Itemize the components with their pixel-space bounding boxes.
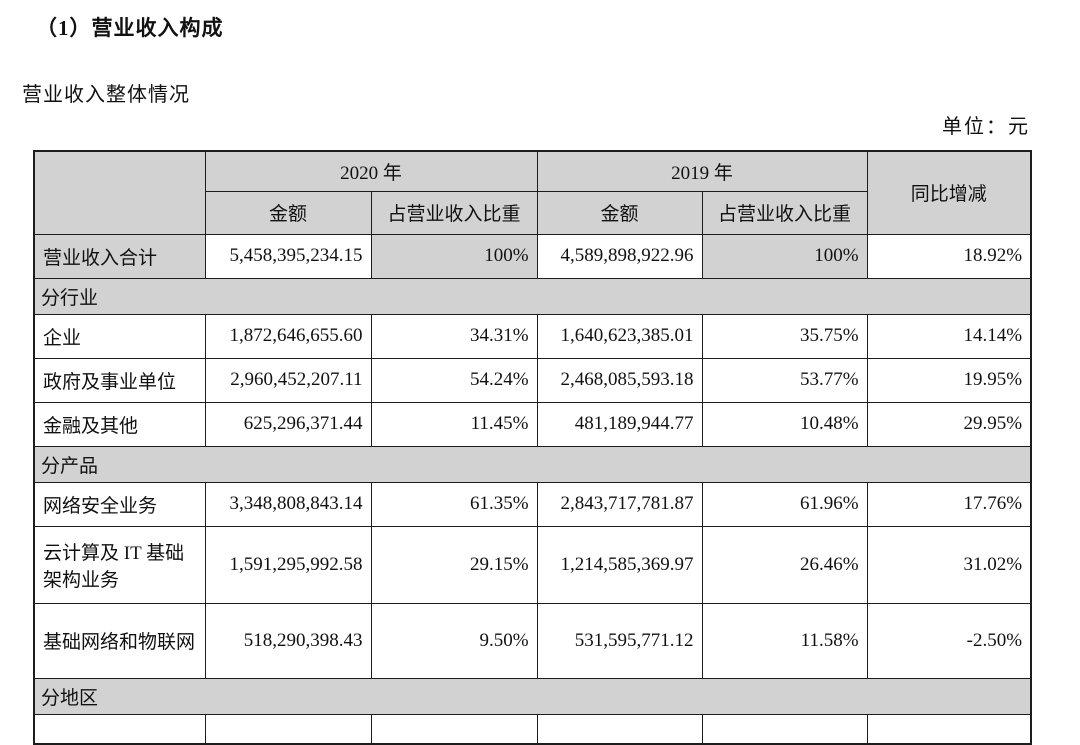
section-row-label: 分地区: [33, 677, 1032, 715]
proportion-2020-cell: 54.24%: [370, 357, 538, 403]
proportion-2019-cell: 61.96%: [701, 481, 868, 527]
revenue-table-body: 营业收入合计 5,458,395,234.15 100% 4,589,898,922.…: [33, 233, 1032, 745]
amount-2020-cell: 2,960,452,207.11: [204, 357, 372, 403]
proportion-2019-cell: 11.58%: [701, 602, 868, 679]
proportion-2020-header: 占营业收入比重: [370, 190, 538, 235]
yoy-cell: 14.14%: [866, 313, 1032, 359]
amount-2020-cell: 1,591,295,992.58: [204, 525, 372, 604]
table-row: 网络安全业务 3,348,808,843.14 61.35% 2,843,717,78…: [33, 481, 1032, 527]
table-row: 企业 1,872,646,655.60 34.31% 1,640,623,385.01…: [33, 313, 1032, 359]
section-subtitle: 营业收入整体情况: [22, 84, 190, 106]
page-title: （1）营业收入构成: [36, 16, 224, 40]
amount-2020-cell: 3,348,808,843.14: [204, 481, 372, 527]
amount-2019-cell: 1,640,623,385.01: [536, 313, 703, 359]
row-label-cell: 金融及其他: [33, 401, 206, 447]
yoy-header: 同比增减: [866, 150, 1032, 235]
section-row-label: 分行业: [33, 277, 1032, 315]
section-row: 分地区: [33, 677, 1032, 715]
year-2019-header: 2019 年: [536, 150, 868, 192]
proportion-2019-cell: 35.75%: [701, 313, 868, 359]
table-row: 政府及事业单位 2,960,452,207.11 54.24% 2,468,085,5…: [33, 357, 1032, 403]
yoy-cell: 31.02%: [866, 525, 1032, 604]
corner-blank-cell: [33, 150, 206, 235]
revenue-table: 2020 年 2019 年 同比增减 金额 占营业收入比重 金额 占营业收入比重…: [33, 150, 1033, 745]
amount-2019-header: 金额: [536, 190, 703, 235]
unit-label: 单位：元: [942, 116, 1030, 138]
row-label-cell: 企业: [33, 313, 206, 359]
amount-2020-cell: 625,296,371.44: [204, 401, 372, 447]
proportion-2019-cell: 100%: [701, 233, 868, 279]
proportion-2020-cell: 61.35%: [370, 481, 538, 527]
amount-2019-cell: 531,595,771.12: [536, 602, 703, 679]
yoy-cell: 18.92%: [866, 233, 1032, 279]
yoy-cell: 19.95%: [866, 357, 1032, 403]
year-2020-header: 2020 年: [204, 150, 538, 192]
proportion-2020-cell: 34.31%: [370, 313, 538, 359]
row-label-cell: 网络安全业务: [33, 481, 206, 527]
row-label-cell: 营业收入合计: [33, 233, 206, 279]
table-row: 营业收入合计 5,458,395,234.15 100% 4,589,898,922.…: [33, 233, 1032, 279]
amount-2019-cell: 2,843,717,781.87: [536, 481, 703, 527]
row-label-cell: 基础网络和物联网: [33, 602, 206, 679]
amount-2019-cell: 1,214,585,369.97: [536, 525, 703, 604]
proportion-2019-cell: 53.77%: [701, 357, 868, 403]
row-label-cell: 云计算及 IT 基础架构业务: [33, 525, 206, 604]
empty-cell: [866, 713, 1032, 745]
proportion-2019-header: 占营业收入比重: [701, 190, 868, 235]
proportion-2020-cell: 29.15%: [370, 525, 538, 604]
table-row: 金融及其他 625,296,371.44 11.45% 481,189,944.77 1…: [33, 401, 1032, 447]
amount-2020-header: 金额: [204, 190, 372, 235]
proportion-2019-cell: 26.46%: [701, 525, 868, 604]
revenue-table-header: 2020 年 2019 年 同比增减 金额 占营业收入比重 金额 占营业收入比重: [33, 150, 1032, 235]
amount-2020-cell: 518,290,398.43: [204, 602, 372, 679]
header-row-columns: 金额 占营业收入比重 金额 占营业收入比重: [34, 190, 1031, 235]
row-label-cell: 政府及事业单位: [33, 357, 206, 403]
amount-2020-cell: 5,458,395,234.15: [204, 233, 372, 279]
empty-cell: [370, 713, 538, 745]
proportion-2019-cell: 10.48%: [701, 401, 868, 447]
section-row: 分产品: [33, 445, 1032, 483]
table-row: 云计算及 IT 基础架构业务 1,591,295,992.58 29.15% 1,21…: [33, 525, 1032, 604]
empty-cell: [204, 713, 372, 745]
section-row-label: 分产品: [33, 445, 1032, 483]
partial-row: [33, 713, 1032, 745]
yoy-cell: 29.95%: [866, 401, 1032, 447]
section-row: 分行业: [33, 277, 1032, 315]
proportion-2020-cell: 100%: [370, 233, 538, 279]
amount-2020-cell: 1,872,646,655.60: [204, 313, 372, 359]
empty-cell: [536, 713, 703, 745]
table-row: 基础网络和物联网 518,290,398.43 9.50% 531,595,771.1…: [33, 602, 1032, 679]
amount-2019-cell: 481,189,944.77: [536, 401, 703, 447]
amount-2019-cell: 2,468,085,593.18: [536, 357, 703, 403]
proportion-2020-cell: 9.50%: [370, 602, 538, 679]
empty-cell: [33, 713, 206, 745]
amount-2019-cell: 4,589,898,922.96: [536, 233, 703, 279]
yoy-cell: 17.76%: [866, 481, 1032, 527]
yoy-cell: -2.50%: [866, 602, 1032, 679]
empty-cell: [701, 713, 868, 745]
proportion-2020-cell: 11.45%: [370, 401, 538, 447]
header-row-years: 2020 年 2019 年 同比增减: [33, 150, 1032, 235]
